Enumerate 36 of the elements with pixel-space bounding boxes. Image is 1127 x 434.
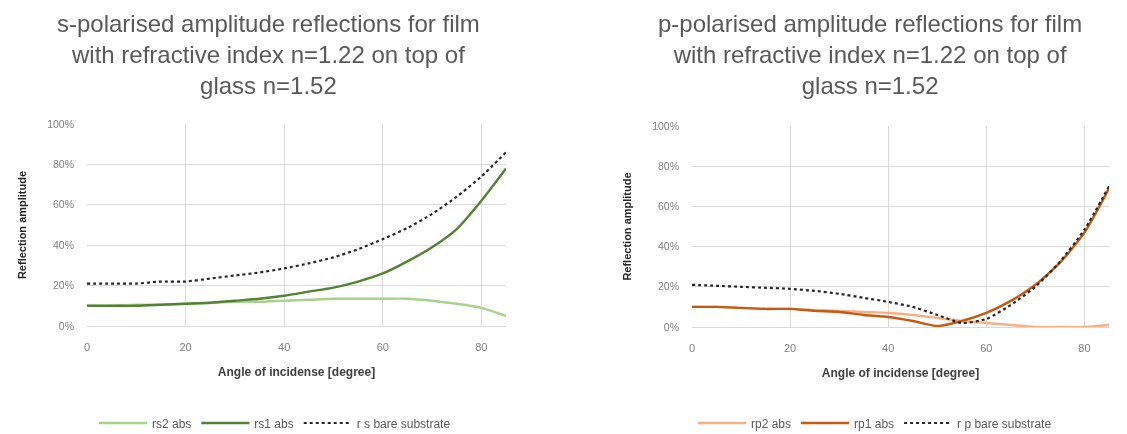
x-tick-label: 0 xyxy=(83,341,91,354)
y-tick-label: 40% xyxy=(52,238,74,251)
y-axis-title: Reflection amplitude xyxy=(15,170,28,280)
x-axis-title: Angle of incidense [degree] xyxy=(821,366,980,381)
y-tick-label: 40% xyxy=(657,240,679,253)
x-tick-label: 0 xyxy=(688,342,696,355)
y-tick-label: 60% xyxy=(657,200,679,213)
x-tick-label: 60 xyxy=(980,342,993,355)
x-tick-label: 20 xyxy=(179,341,192,354)
y-tick-label: 80% xyxy=(657,159,679,172)
x-tick-label: 40 xyxy=(882,342,895,355)
chart-title: s-polarised amplitude reflections for film with refractive index n=1.22 on top of glass n=1.52 xyxy=(57,10,480,100)
x-tick-label: 20 xyxy=(783,342,797,355)
line-series xyxy=(87,151,506,285)
line-series xyxy=(87,167,506,308)
y-tick-label: 100% xyxy=(652,119,679,132)
legend-label: rs1 abs xyxy=(254,416,294,431)
legend-label: rp2 abs xyxy=(751,416,792,431)
y-tick-label: 20% xyxy=(657,280,679,293)
y-tick-label: 60% xyxy=(52,198,74,211)
x-tick-label: 60 xyxy=(376,341,389,354)
x-tick-label: 80 xyxy=(1078,342,1091,355)
y-tick-label: 0% xyxy=(58,319,74,332)
x-tick-label: 80 xyxy=(475,341,488,354)
y-tick-label: 0% xyxy=(663,320,679,333)
chart-title: p-polarised amplitude reflections for film with refractive index n=1.22 on top of glass n=1.52 xyxy=(658,10,1083,100)
y-axis-title: Reflection amplitude xyxy=(620,172,633,281)
y-tick-label: 100% xyxy=(47,117,74,130)
legend-label: rp1 abs xyxy=(854,416,895,431)
x-axis-title: Angle of incidense [degree] xyxy=(217,365,376,380)
y-tick-label: 80% xyxy=(52,158,74,171)
y-tick-label: 20% xyxy=(52,279,74,292)
legend-label: r p bare substrate xyxy=(957,416,1052,431)
x-tick-label: 40 xyxy=(278,341,291,354)
legend-label: r s bare substrate xyxy=(356,416,451,431)
legend-label: rs2 abs xyxy=(152,416,192,431)
